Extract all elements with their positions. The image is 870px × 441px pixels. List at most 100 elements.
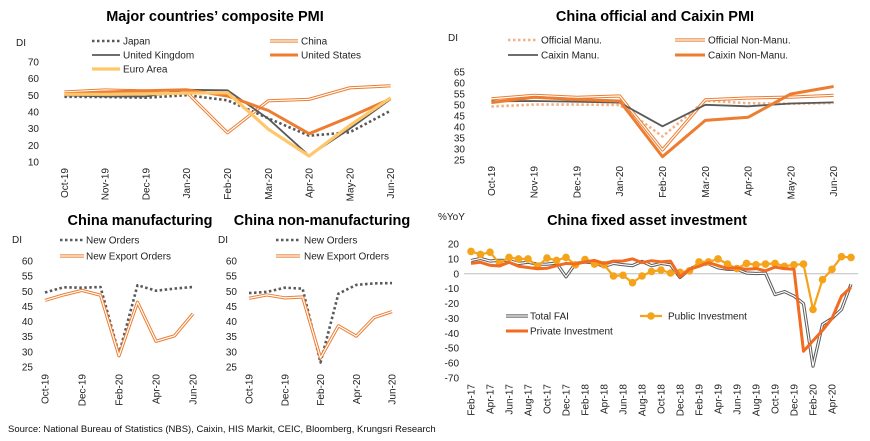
source-note: Source: National Bureau of Statistics (N… [8,424,436,435]
y-tick-label: -20 [445,299,460,310]
series-line-fai-1-marker [467,247,475,256]
series-line-fai-1-marker [486,248,494,256]
x-tick-label: Feb-20 [115,374,126,406]
series-line-fai-1-marker [695,258,703,266]
series-line-fai-1-marker [657,266,665,274]
series-line-pmi-4 [64,91,392,158]
legend-label: United States [301,51,361,62]
x-tick-label: Apr-20 [352,374,363,404]
y-tick-label: 45 [22,302,34,313]
y-tick-label: 20 [28,141,40,152]
chart-title-fai: China fixed asset investment [547,213,747,229]
legend-label: China [301,37,328,48]
x-tick-label: Apr-18 [600,384,611,414]
series-line-cn_nonmanu-1-inner [248,294,393,359]
x-tick-label: Jan-20 [615,166,626,197]
series-line-fai-1-marker [723,260,732,268]
series-line-cn_nonmanu-1 [248,293,393,360]
series-line-fai-1-marker [543,254,551,262]
legend-label: New Export Orders [86,252,171,263]
y-tick-label: 55 [454,90,466,101]
chart-title-cn_manu: China manufacturing [67,213,212,229]
y-tick-label: 25 [226,363,238,374]
y-tick-label: 10 [448,254,460,265]
y-tick-label: -50 [445,344,460,355]
series-line-cn_pmi-2 [491,100,834,128]
x-tick-label: Jun-18 [619,384,630,415]
series-line-fai-1-marker [552,256,561,265]
x-tick-label: Aug-18 [638,384,649,417]
x-tick-label: Feb-17 [467,384,478,416]
y-tick-label: 40 [226,317,238,328]
x-tick-label: Nov-19 [530,166,541,199]
x-tick-label: Jun-20 [386,168,397,199]
y-tick-label: 55 [22,272,34,283]
x-tick-label: Oct-18 [657,384,668,414]
y-tick-label: 50 [454,101,466,112]
y-tick-label: 30 [226,347,238,358]
y-tick-label: -70 [445,374,460,385]
series-line-cn_manu-1 [44,288,195,358]
x-tick-label: Mar-20 [264,168,275,200]
y-tick-label: -30 [445,314,460,325]
series-line-fai-1-marker [562,253,570,262]
y-tick-label: -40 [445,329,460,340]
y-tick-label: 25 [22,363,34,374]
series-line-fai-1-marker [524,255,532,263]
y-tick-label: -60 [445,359,460,370]
series-line-cn_pmi-1-inner [491,94,834,151]
series-line-fai-1-marker [847,253,855,262]
series-line-fai-1-marker [809,305,817,314]
y-tick-label: 40 [28,108,40,119]
legend-label: Euro Area [123,65,168,76]
series-line-fai-1-marker [761,260,770,268]
y-tick-label: 35 [226,332,238,343]
chart-title-cn_nonmanu: China non-manufacturing [234,213,410,229]
x-tick-label: Apr-20 [744,166,755,196]
x-tick-label: Feb-20 [316,374,327,406]
x-tick-label: May-20 [345,168,356,202]
x-tick-label: Dec-19 [790,384,801,417]
series-line-fai-1-marker [818,275,827,284]
x-tick-label: Apr-20 [828,384,839,414]
series-line-fai-1-marker [714,255,722,263]
x-tick-label: Apr-19 [714,384,725,414]
x-tick-label: Aug-19 [752,384,763,417]
x-tick-label: Dec-17 [562,384,573,417]
y-unit-label-pmi: DI [16,38,26,49]
x-tick-label: Feb-19 [695,384,706,416]
y-tick-label: 45 [226,302,238,313]
y-tick-label: 70 [28,58,40,69]
y-tick-label: 30 [22,347,34,358]
y-tick-label: 55 [226,272,238,283]
x-tick-label: Oct-19 [60,168,71,198]
y-unit-label-fai: %YoY [438,212,465,223]
legend-label: Japan [123,37,150,48]
x-tick-label: Oct-19 [245,374,256,404]
x-tick-label: Nov-19 [101,168,112,201]
series-line-fai-1-marker [647,267,656,276]
legend-label: Caixin Manu. [541,51,599,62]
legend-label: New Export Orders [304,252,389,263]
y-tick-label: 60 [22,257,34,268]
series-line-fai-1-marker [476,250,485,259]
y-tick-label: 35 [454,134,466,145]
x-tick-label: Apr-20 [152,374,163,404]
series-line-cn_pmi-0 [491,99,834,138]
series-line-fai-1-marker [638,272,646,280]
y-tick-label: 20 [448,240,460,251]
series-line-fai-1-marker [514,255,523,263]
series-line-fai-1-marker [799,260,808,268]
chart-title-pmi: Major countries’ composite PMI [106,9,324,25]
x-tick-label: Dec-19 [141,168,152,201]
y-tick-label: 50 [22,287,34,298]
legend-label: United Kingdom [123,51,194,62]
y-tick-label: 60 [454,79,466,90]
x-tick-label: Feb-20 [223,168,234,200]
series-line-fai-1-marker [828,265,836,274]
x-tick-label: Oct-19 [487,166,498,196]
x-tick-label: Apr-20 [305,168,316,198]
x-tick-label: Feb-18 [581,384,592,416]
x-tick-label: May-20 [786,166,797,200]
